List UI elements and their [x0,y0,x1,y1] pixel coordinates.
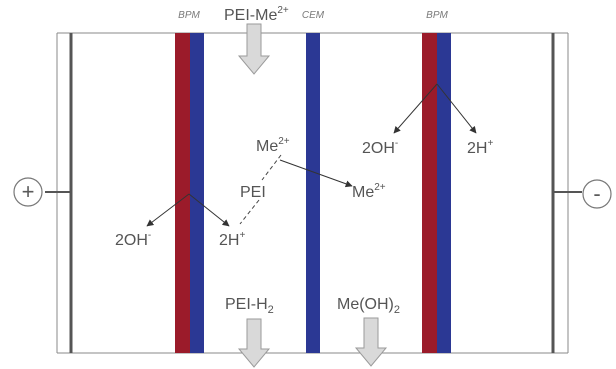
cathode-sign: - [593,181,600,206]
anode-terminal-icon [13,177,43,207]
pei-bond-to-h [239,199,260,225]
arrow-to-oh-right [393,83,438,134]
output-meoh2: Me(OH)2 [337,296,400,316]
species-me2-top: Me2+ [256,136,290,155]
pei-bond-to-me [261,154,282,181]
species-2oh-left: 2OH- [115,230,151,249]
output-pei-h2: PEI-H2 [225,296,274,316]
arrow-me-transport [279,159,353,188]
arrow-to-oh-left [146,193,190,227]
cation-exchange-membrane [306,33,320,353]
species-pei: PEI [240,184,266,201]
arrow-to-h-left [188,193,230,227]
species-2h-left: 2H+ [219,230,245,249]
bipolar-membrane-left [175,33,204,353]
species-2oh-right: 2OH- [362,138,398,157]
arrow-to-h-right [436,83,477,134]
membrane-label-bpm-left: BPM [178,10,200,21]
species-me2-right: Me2+ [352,182,386,201]
meoh2-outlet-arrow-icon [354,317,388,367]
membrane-label-bpm-right: BPM [426,10,448,21]
species-2h-right: 2H+ [467,138,493,157]
feed-label: PEI-Me2+ [224,5,289,24]
anode-sign: + [22,179,35,204]
cathode-terminal-icon [582,179,612,209]
feed-inlet-arrow-icon [237,23,271,75]
pei-h2-outlet-arrow-icon [237,318,271,368]
membrane-label-cem: CEM [302,10,325,21]
bipolar-membrane-right [422,33,451,353]
